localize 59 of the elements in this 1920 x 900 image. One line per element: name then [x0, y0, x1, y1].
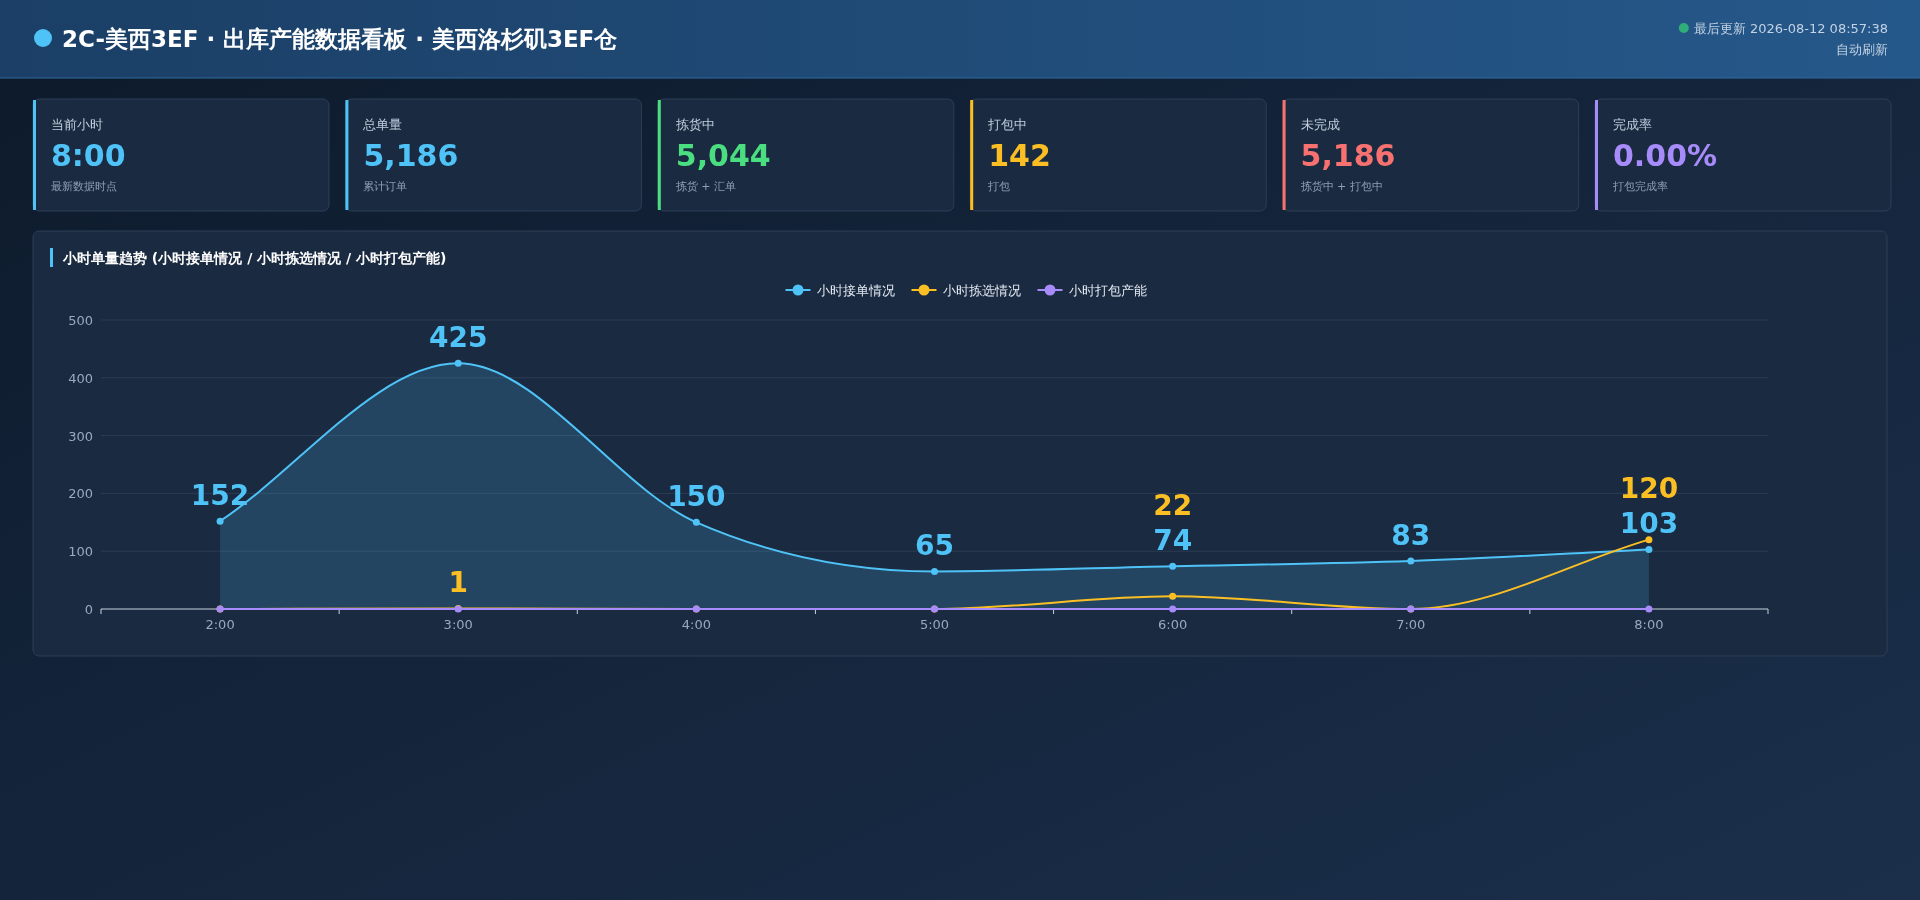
- text: 未完成: [1300, 117, 1340, 132]
- x-tick-label: 3:00: [443, 617, 473, 632]
- y-tick-label: 100: [68, 544, 93, 560]
- text: 打包中: [987, 117, 1028, 132]
- text: 当前小时: [51, 117, 103, 132]
- text: 拣货中 + 打包中: [1299, 180, 1383, 193]
- x-tick-label: 6:00: [1158, 617, 1188, 632]
- data-label: 1: [448, 566, 468, 600]
- point: [1169, 592, 1177, 600]
- x-tick-label: 7:00: [1396, 617, 1426, 632]
- point: [1169, 605, 1177, 613]
- text: 8:00: [51, 138, 126, 173]
- x-tick-label: 4:00: [681, 617, 711, 632]
- y-tick-label: 0: [84, 602, 93, 617]
- y-tick-label: 500: [68, 313, 93, 328]
- text: 最后更新 2026-08-12 08:57:38: [1693, 21, 1888, 36]
- point: [454, 359, 462, 367]
- data-label: 103: [1619, 507, 1679, 541]
- text: 打包完成率: [1612, 180, 1668, 193]
- text: 总单量: [362, 117, 403, 132]
- point: [1169, 562, 1177, 570]
- x-tick-label: 2:00: [205, 617, 235, 632]
- legend-label: 小时接单情况: [816, 283, 895, 298]
- legend-label: 小时拣选情况: [942, 283, 1021, 298]
- text: 2C-美西3EF · 出库产能数据看板 · 美西洛杉矶3EF仓: [62, 26, 619, 52]
- data-label: 74: [1153, 524, 1193, 558]
- text: 拣货中: [674, 117, 715, 132]
- point: [931, 567, 938, 575]
- data-label: 425: [428, 321, 488, 355]
- point: [1645, 536, 1653, 544]
- text: 5,186: [363, 138, 459, 173]
- data-label: 65: [915, 529, 954, 563]
- legend-label: 小时打包产能: [1068, 283, 1147, 298]
- point: [1407, 557, 1415, 565]
- text: 打包: [987, 180, 1011, 193]
- point: [1645, 545, 1653, 553]
- point: [1645, 605, 1653, 613]
- text: 5,044: [675, 138, 771, 173]
- text: 累计订单: [363, 180, 408, 193]
- data-label: 83: [1391, 519, 1431, 553]
- text: 5,186: [1300, 138, 1396, 173]
- text: 最新数据时点: [51, 180, 117, 193]
- y-tick-label: 400: [68, 370, 93, 386]
- text: 0.00%: [1613, 138, 1718, 173]
- text: 拣货 + 汇单: [674, 180, 737, 193]
- point: [692, 518, 700, 526]
- data-label: 150: [667, 480, 726, 514]
- data-label: 22: [1153, 489, 1193, 523]
- text: 完成率: [1613, 117, 1652, 132]
- text: 142: [988, 138, 1051, 173]
- x-tick-label: 8:00: [1634, 617, 1664, 632]
- x-tick-label: 5:00: [919, 617, 950, 632]
- data-label: 152: [190, 479, 250, 513]
- y-tick-label: 200: [68, 486, 93, 502]
- y-tick-label: 300: [68, 428, 93, 444]
- text: 自动刷新: [1836, 42, 1888, 57]
- data-label: 120: [1619, 472, 1679, 506]
- point: [216, 517, 224, 525]
- chart-title: 小时单量趋势 (小时接单情况 / 小时拣选情况 / 小时打包产能): [62, 250, 447, 266]
